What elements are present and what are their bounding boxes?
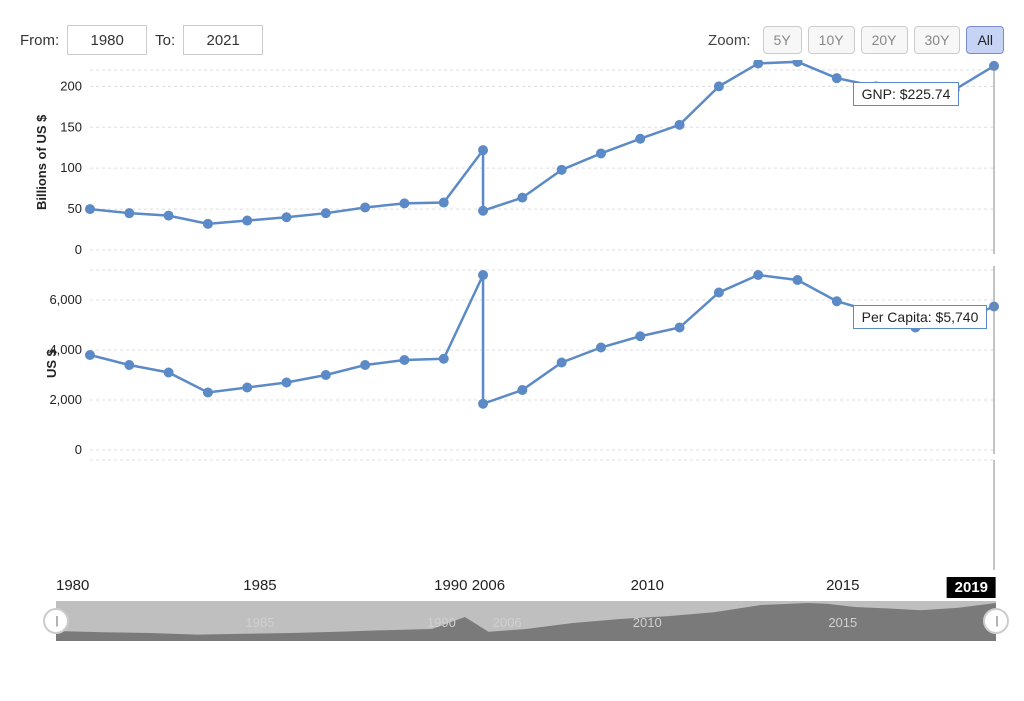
brush-handle-right[interactable]: || (983, 608, 1009, 634)
percapita-tooltip: Per Capita: $5,740 (853, 305, 988, 329)
timeline-label: 1990 (434, 577, 467, 594)
svg-text:150: 150 (60, 119, 82, 134)
controls-bar: From: To: Zoom: 5Y 10Y 20Y 30Y All (20, 20, 1004, 60)
svg-text:200: 200 (60, 78, 82, 93)
timeline-current-label: 2019 (947, 577, 996, 598)
svg-text:1990: 1990 (427, 615, 456, 630)
zoom-controls: Zoom: 5Y 10Y 20Y 30Y All (708, 26, 1004, 54)
zoom-label: Zoom: (708, 32, 751, 49)
panel1-y-title: Billions of US $ (34, 115, 49, 210)
timeline-labels: 1980 1985 1990 2006 2010 2015 2019 (56, 577, 996, 597)
timeline-label: 2006 (472, 577, 505, 594)
timeline-svg: 1985 1990 2006 2010 2015 (56, 601, 996, 641)
svg-text:0: 0 (75, 442, 82, 457)
svg-text:2015: 2015 (828, 615, 857, 630)
svg-text:100: 100 (60, 160, 82, 175)
svg-text:2006: 2006 (493, 615, 522, 630)
from-label: From: (20, 32, 59, 49)
zoom-30y-button[interactable]: 30Y (914, 26, 961, 54)
timeline-label: 1985 (243, 577, 276, 594)
svg-text:2010: 2010 (633, 615, 662, 630)
brush-handle-left[interactable]: || (43, 608, 69, 634)
timeline-brush[interactable]: 19851990200620102015 || || (56, 601, 996, 641)
zoom-20y-button[interactable]: 20Y (861, 26, 908, 54)
svg-text:50: 50 (68, 201, 82, 216)
timeline-label: 2010 (631, 577, 664, 594)
zoom-all-button[interactable]: All (966, 26, 1004, 54)
svg-text:6,000: 6,000 (49, 292, 82, 307)
gnp-tooltip: GNP: $225.74 (853, 82, 960, 106)
zoom-10y-button[interactable]: 10Y (808, 26, 855, 54)
to-year-input[interactable] (183, 25, 263, 55)
from-year-input[interactable] (67, 25, 147, 55)
to-label: To: (155, 32, 175, 49)
timeline-label: 1980 (56, 577, 89, 594)
svg-text:2,000: 2,000 (49, 392, 82, 407)
zoom-5y-button[interactable]: 5Y (763, 26, 802, 54)
date-range: From: To: (20, 25, 263, 55)
svg-text:0: 0 (75, 242, 82, 257)
svg-text:1985: 1985 (246, 615, 275, 630)
panel2-y-title: US $ (44, 349, 59, 378)
timeline-label: 2015 (826, 577, 859, 594)
chart-area: 05010015020002,0004,0006,000 Billions of… (20, 60, 1004, 581)
